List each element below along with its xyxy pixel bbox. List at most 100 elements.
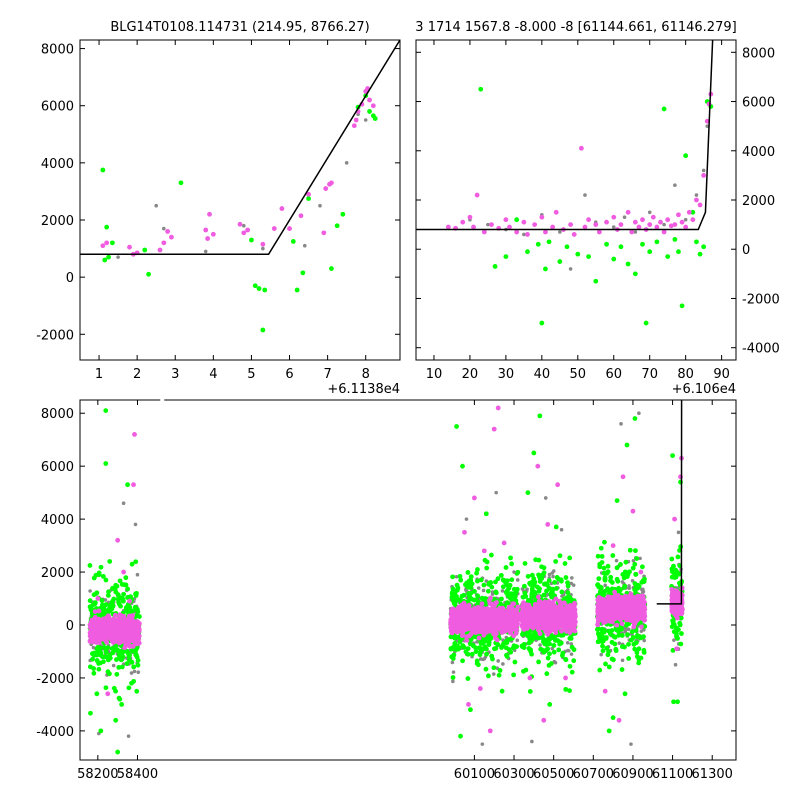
data-point bbox=[113, 589, 119, 595]
data-point bbox=[256, 286, 262, 291]
data-point bbox=[501, 540, 507, 546]
data-point bbox=[566, 648, 570, 653]
data-point bbox=[492, 646, 497, 652]
data-point bbox=[123, 575, 129, 581]
data-point bbox=[496, 672, 502, 678]
data-point bbox=[550, 224, 556, 230]
data-point bbox=[553, 630, 559, 636]
data-point bbox=[532, 601, 538, 607]
data-point bbox=[568, 222, 574, 228]
data-point bbox=[130, 648, 136, 654]
data-point bbox=[509, 561, 515, 567]
data-point bbox=[132, 669, 137, 674]
data-point bbox=[661, 106, 667, 112]
data-point bbox=[512, 625, 518, 631]
data-point bbox=[561, 611, 566, 617]
data-point bbox=[483, 511, 489, 517]
data-point bbox=[115, 537, 121, 543]
data-point bbox=[452, 590, 458, 595]
data-point bbox=[484, 559, 490, 565]
data-point bbox=[108, 634, 114, 640]
data-point bbox=[697, 251, 703, 257]
data-point bbox=[543, 620, 548, 626]
data-point bbox=[454, 424, 459, 429]
data-point bbox=[478, 624, 484, 629]
data-point bbox=[515, 638, 520, 643]
data-point bbox=[91, 645, 96, 650]
data-point bbox=[466, 581, 472, 586]
data-point bbox=[701, 168, 706, 173]
data-point bbox=[133, 591, 138, 597]
data-point bbox=[367, 109, 372, 114]
data-point bbox=[632, 219, 638, 225]
data-point bbox=[110, 585, 115, 591]
x-tick-label: 4 bbox=[209, 367, 217, 382]
data-point bbox=[541, 717, 547, 723]
data-point bbox=[507, 224, 512, 230]
data-point bbox=[522, 611, 528, 617]
data-point bbox=[473, 649, 479, 654]
data-point bbox=[522, 583, 527, 589]
data-point bbox=[527, 689, 533, 694]
data-point bbox=[570, 576, 574, 580]
data-point bbox=[498, 627, 504, 633]
data-point bbox=[611, 256, 617, 262]
data-point bbox=[533, 557, 539, 563]
chart-title: 3 1714 1567.8 -8.000 -8 [61144.661, 6114… bbox=[415, 20, 736, 35]
data-point bbox=[114, 657, 119, 662]
data-point bbox=[290, 239, 296, 244]
data-point bbox=[132, 432, 137, 437]
data-point bbox=[547, 624, 553, 630]
data-point bbox=[500, 605, 506, 611]
data-point bbox=[555, 482, 561, 488]
data-point bbox=[476, 586, 481, 590]
data-point bbox=[563, 675, 568, 681]
data-point bbox=[452, 627, 458, 633]
data-point bbox=[541, 592, 547, 598]
top-right-panel: 10 20 30 40 50 60 70 80 90-4000-2000020004000600… bbox=[415, 20, 779, 397]
data-point bbox=[654, 239, 660, 245]
data-point bbox=[127, 643, 133, 649]
data-point bbox=[477, 645, 482, 651]
data-point bbox=[453, 634, 459, 640]
data-point bbox=[622, 215, 627, 220]
model-line bbox=[80, 40, 400, 256]
data-point bbox=[531, 578, 537, 584]
y-tick-label: 4000 bbox=[41, 157, 74, 172]
data-point bbox=[499, 688, 505, 694]
data-point bbox=[642, 638, 647, 643]
data-point bbox=[568, 267, 573, 271]
data-point bbox=[611, 225, 616, 229]
data-point bbox=[514, 217, 520, 223]
data-point bbox=[119, 702, 125, 707]
data-point bbox=[569, 644, 575, 650]
data-point bbox=[105, 691, 111, 697]
data-point bbox=[705, 124, 710, 128]
data-point bbox=[474, 623, 479, 629]
data-point bbox=[460, 632, 466, 638]
y-tick-label: -2000 bbox=[36, 328, 74, 343]
data-point bbox=[546, 578, 552, 583]
data-point bbox=[121, 501, 126, 506]
data-point bbox=[97, 660, 103, 666]
data-point bbox=[351, 123, 357, 129]
data-point bbox=[636, 224, 642, 230]
data-point bbox=[116, 255, 120, 259]
data-point bbox=[545, 655, 551, 661]
data-point bbox=[566, 622, 571, 628]
data-point bbox=[344, 161, 349, 165]
data-point bbox=[506, 637, 511, 642]
data-point bbox=[450, 586, 456, 592]
x-tick-label: 3 bbox=[171, 367, 179, 382]
data-point bbox=[488, 595, 493, 601]
data-point bbox=[494, 621, 500, 627]
data-point bbox=[563, 575, 569, 580]
data-point bbox=[107, 671, 112, 677]
data-point bbox=[106, 254, 111, 260]
data-point bbox=[499, 644, 505, 649]
x-tick-label: 70 bbox=[641, 367, 658, 382]
data-point bbox=[697, 202, 703, 208]
data-point bbox=[532, 607, 537, 612]
data-point bbox=[524, 602, 530, 608]
data-point bbox=[466, 591, 471, 596]
